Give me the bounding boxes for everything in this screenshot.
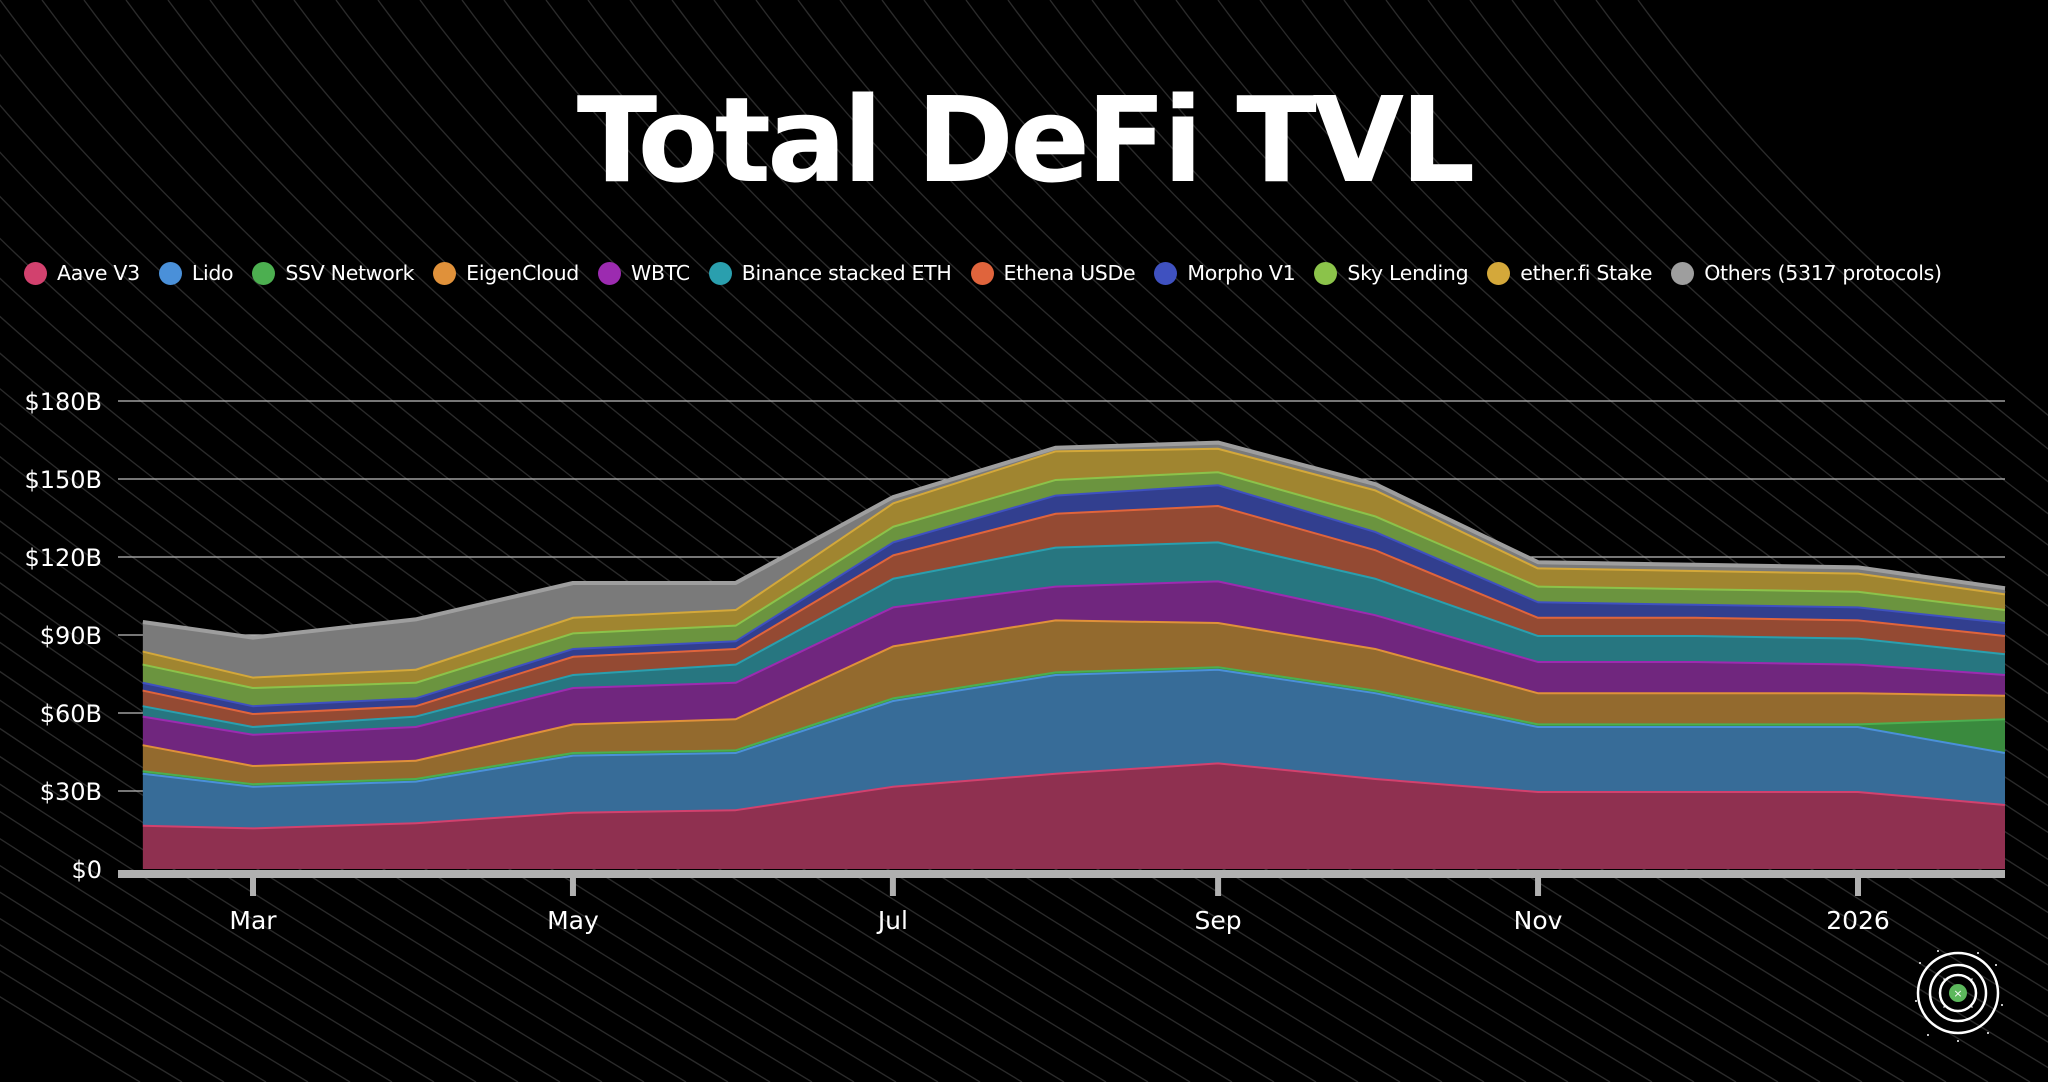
legend-label: Lido [191,261,234,285]
area-ssv-network [142,666,2006,786]
x-tick-mark [1535,878,1542,896]
area-binance-stacked-eth [142,541,2006,734]
legend-label: EigenCloud [466,261,579,285]
background-wave-line [1427,0,2048,577]
svg-text:×: × [1953,987,1962,1000]
logo-icon: × [1908,943,2008,1043]
legend-label: Sky Lending [1347,261,1469,285]
legend-swatch-icon [158,261,182,285]
y-tick-label: $180B [24,388,102,416]
legend-item[interactable]: Aave V3 [24,261,140,285]
y-tick-label: $30B [40,778,102,806]
legend-item[interactable]: Ethena USDe [970,261,1136,285]
chart-legend: Aave V3 Lido SSV Network EigenCloud WBTC Bina… [24,258,2048,288]
background-wave-line [1007,0,2048,861]
legend-swatch-icon [433,261,457,285]
x-tick-mark [250,878,256,896]
area-wbtc [142,580,2006,765]
area-others-5317-protocols [142,442,2006,677]
background-wave-line [0,837,393,1082]
legend-swatch-icon [1487,261,1511,285]
background-wave-line [1385,0,2048,607]
y-tick-label: $120B [24,544,102,572]
area-series [142,440,2006,869]
y-tick-label: $60B [40,700,102,728]
x-tick-label: Jul [876,906,908,935]
background-wave-line [1595,0,2048,450]
legend-label: Aave V3 [57,261,140,285]
legend-label: ether.fi Stake [1520,261,1653,285]
y-tick-label: $90B [40,622,102,650]
background-wave-line [1175,0,2048,751]
legend-item[interactable]: Others (5317 protocols) [1671,261,1942,285]
chart-title: Total DeFi TVL [576,71,1476,209]
legend-label: WBTC [631,261,690,285]
background-wave-line [1469,0,2048,546]
legend-swatch-icon [598,261,621,285]
background-wave-line [1133,0,2048,779]
background-wave-line [1511,0,2048,515]
legend-swatch-icon [970,261,994,285]
legend-swatch-icon [1671,261,1695,285]
background-wave-line [965,0,2048,887]
background-wave-line [0,810,435,1082]
background-wave-line [1637,0,2048,417]
legend-swatch-icon [1154,261,1178,285]
background-wave-line [1217,0,2048,723]
legend-label: Binance stacked ETH [741,261,952,285]
x-axis: Mar May Jul Sep Nov 2026 [118,870,2005,935]
legend-item[interactable]: SSV Network [252,261,414,285]
legend-label: Morpho V1 [1187,261,1296,285]
x-tick-mark [1215,878,1222,896]
legend-label: Others (5317 protocols) [1704,261,1942,285]
legend-item[interactable]: Lido [158,261,234,285]
y-tick-label: $150B [24,466,102,494]
area-aave-v3 [142,762,2006,869]
x-tick-mark [569,878,576,896]
background-wave-line [1049,0,2048,834]
y-tick-label: $0 [71,856,102,884]
x-tick-mark [1855,878,1861,896]
area-ether-fi-stake [142,447,2006,687]
x-axis-line [118,870,2005,878]
x-tick-label: 2026 [1826,906,1890,935]
x-tick-label: May [547,906,599,935]
x-tick-label: Mar [229,906,277,935]
legend-label: SSV Network [285,261,415,285]
legend-item[interactable]: EigenCloud [433,261,579,285]
y-axis: $0 $30B $60B $90B $120B $150B $180B [24,388,102,884]
background-wave-line [1259,0,2048,695]
legend-swatch-icon [708,261,732,285]
legend-item[interactable]: Morpho V1 [1154,261,1296,285]
area-ethena-usde [142,505,2006,726]
x-tick-mark [889,878,896,896]
background-wave-line [1553,0,2048,483]
legend-swatch-icon [1314,261,1338,285]
background-wave-line [1091,0,2048,807]
area-edge-line [142,440,2006,640]
area-lido [142,668,2006,828]
legend-item[interactable]: Sky Lending [1314,261,1469,285]
legend-item[interactable]: ether.fi Stake [1487,261,1653,285]
background-wave-line [0,864,351,1082]
x-tick-label: Sep [1195,906,1242,935]
background-wave-line [1343,0,2048,637]
area-eigencloud [142,619,2006,784]
legend-label: Ethena USDe [1003,261,1136,285]
x-tick-label: Nov [1514,906,1563,935]
legend-item[interactable]: Binance stacked ETH [708,261,952,285]
legend-swatch-icon [252,261,276,285]
legend-swatch-icon [24,261,47,285]
legend-item[interactable]: WBTC [598,261,690,285]
background-wave-line [1301,0,2048,666]
